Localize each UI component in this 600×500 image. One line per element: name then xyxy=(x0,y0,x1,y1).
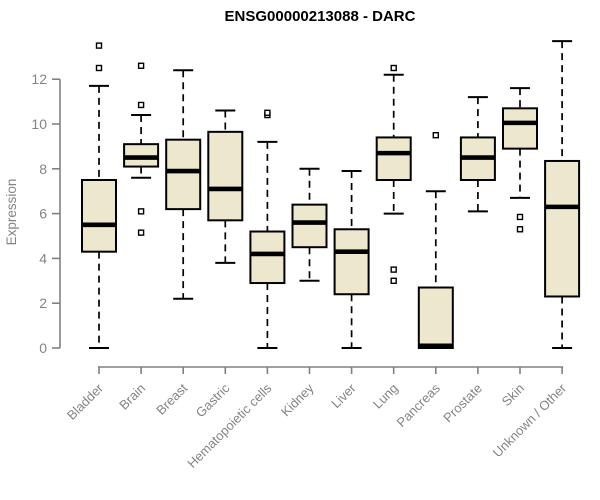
outlier-point xyxy=(432,131,439,139)
outlier-point xyxy=(390,266,397,273)
category-label: Skin xyxy=(499,381,527,409)
box-rect xyxy=(207,130,244,222)
y-tick-label: 6 xyxy=(39,206,47,222)
y-axis-title: Expression xyxy=(4,179,19,246)
category-label: Bladder xyxy=(64,380,107,423)
y-tick-label: 10 xyxy=(31,116,47,132)
box-rect xyxy=(333,228,370,296)
outlier-point xyxy=(516,213,524,221)
box-rect xyxy=(502,107,538,150)
box-rect xyxy=(249,230,286,285)
outlier-point xyxy=(390,277,397,284)
outlier-point xyxy=(137,208,145,215)
box-rect xyxy=(417,286,454,349)
box-rect xyxy=(544,159,581,298)
chart-title: ENSG00000213088 - DARC xyxy=(225,8,416,25)
category-label: Gastric xyxy=(193,380,233,420)
category-label: Brain xyxy=(116,381,148,413)
y-tick-label: 2 xyxy=(39,295,47,311)
y-tick-label: 12 xyxy=(31,71,47,87)
category-label: Pancreas xyxy=(393,380,443,430)
category-label: Lung xyxy=(370,381,401,412)
outlier-point xyxy=(137,229,145,236)
box-rect xyxy=(81,179,117,253)
outlier-point xyxy=(264,109,271,117)
box-rect xyxy=(375,136,412,182)
outlier-point xyxy=(516,226,524,233)
y-tick-label: 0 xyxy=(39,340,47,356)
category-label: Prostate xyxy=(440,381,485,426)
box-rect xyxy=(165,138,202,211)
category-label: Kidney xyxy=(278,380,317,419)
y-tick-label: 4 xyxy=(39,250,47,266)
y-tick-label: 8 xyxy=(39,161,47,177)
category-label: Unknown / Other xyxy=(490,380,570,460)
outlier-point xyxy=(137,101,145,109)
outlier-point xyxy=(95,64,103,72)
box-rect xyxy=(291,203,328,249)
outlier-point xyxy=(137,62,145,69)
category-label: Breast xyxy=(153,380,190,417)
category-label: Liver xyxy=(328,380,359,411)
outlier-point xyxy=(390,64,397,72)
outlier-point xyxy=(95,42,103,49)
